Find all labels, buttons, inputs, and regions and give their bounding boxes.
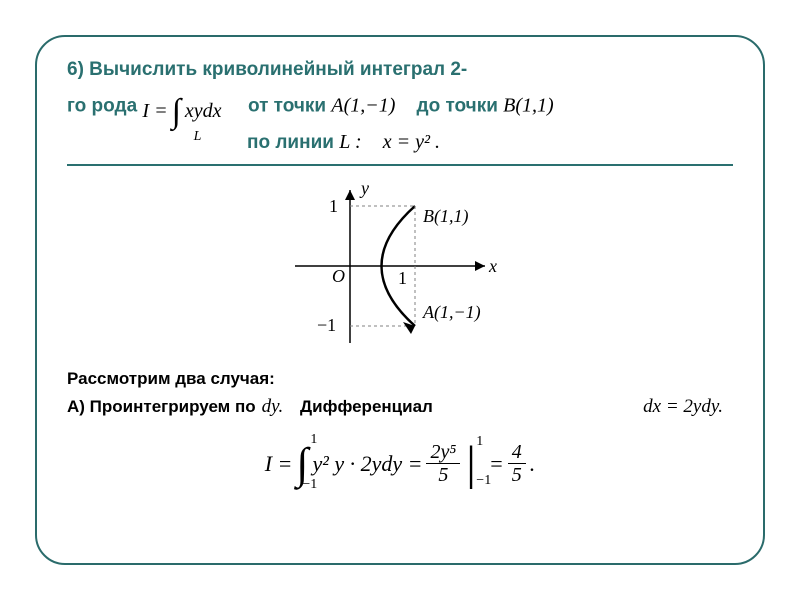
integral-symbol: ∫ L (172, 89, 181, 135)
final-formula: I = ∫ 1 −1 y² y · 2ydy = 2y⁵ 5 | 1 −1 = … (265, 436, 536, 491)
heading-text-line3: по линии (247, 132, 334, 153)
case-a-mid: Дифференциал (300, 393, 433, 420)
heading-text-pre: го рода (67, 95, 137, 116)
tick-y1: 1 (329, 196, 338, 216)
heading-underline (67, 164, 733, 166)
origin-label: O (332, 266, 345, 286)
final-frac1: 2y⁵ 5 (426, 441, 460, 486)
heading: 6) Вычислить криволинейный интеграл 2- г… (67, 57, 733, 162)
x-axis-label: x (488, 256, 497, 276)
curve-eq: x = y² . (383, 131, 440, 153)
final-dot: . (530, 451, 536, 477)
final-frac1-num: 2y⁵ (426, 441, 460, 464)
slide-frame: 6) Вычислить криволинейный интеграл 2- г… (35, 35, 765, 565)
eval-upper: 1 (476, 434, 483, 450)
final-frac2-den: 5 (508, 464, 526, 486)
case-a-dx: dx = 2ydy. (643, 392, 733, 422)
final-frac2-num: 4 (508, 441, 526, 464)
eval-lower: −1 (476, 473, 491, 489)
line-label: L : (339, 131, 361, 153)
tick-neg1: −1 (317, 315, 336, 335)
point-b: B(1,1) (503, 94, 554, 116)
cases-intro: Рассмотрим два случая: (67, 365, 733, 392)
final-lhs: I = (265, 451, 293, 477)
final-int-symbol: ∫ 1 −1 (296, 438, 308, 489)
eval-bar: | 1 −1 (466, 436, 476, 491)
integral-body: xydx (185, 98, 222, 125)
final-frac1-den: 5 (434, 464, 452, 486)
tick-x1: 1 (398, 268, 407, 288)
final-int-lower: −1 (302, 477, 317, 493)
point-a: A(1,−1) (331, 94, 395, 116)
heading-integral: I = ∫ L xydx (142, 89, 221, 135)
integral-sub: L (194, 128, 202, 147)
final-integral: I = ∫ 1 −1 y² y · 2ydy = 2y⁵ 5 | 1 −1 = … (67, 436, 733, 491)
final-frac2: 4 5 (508, 441, 526, 486)
label-b: B(1,1) (423, 206, 468, 227)
integral-lhs: I = (142, 98, 167, 125)
final-int-upper: 1 (310, 432, 317, 448)
y-axis-label: y (359, 178, 369, 198)
case-a-line: А) Проинтегрируем по dy. Дифференциал dx… (67, 392, 733, 422)
cases-block: Рассмотрим два случая: А) Проинтегрируем… (67, 365, 733, 423)
heading-text-mid: от точки (248, 95, 326, 116)
parabola-graph: y x O 1 1 −1 B(1,1) A(1,−1) (275, 178, 525, 353)
case-a-dy: dy. (262, 392, 284, 422)
label-a: A(1,−1) (422, 302, 481, 323)
final-integrand: y² y · 2ydy = (312, 451, 422, 477)
heading-line-2: го рода I = ∫ L xydx от точки A(1,−1) до… (67, 83, 733, 129)
graph-area: y x O 1 1 −1 B(1,1) A(1,−1) (67, 178, 733, 353)
case-a-pre: А) Проинтегрируем по (67, 393, 256, 420)
heading-line-1: 6) Вычислить криволинейный интеграл 2- (67, 57, 733, 83)
heading-text-mid2: до точки (417, 95, 498, 116)
